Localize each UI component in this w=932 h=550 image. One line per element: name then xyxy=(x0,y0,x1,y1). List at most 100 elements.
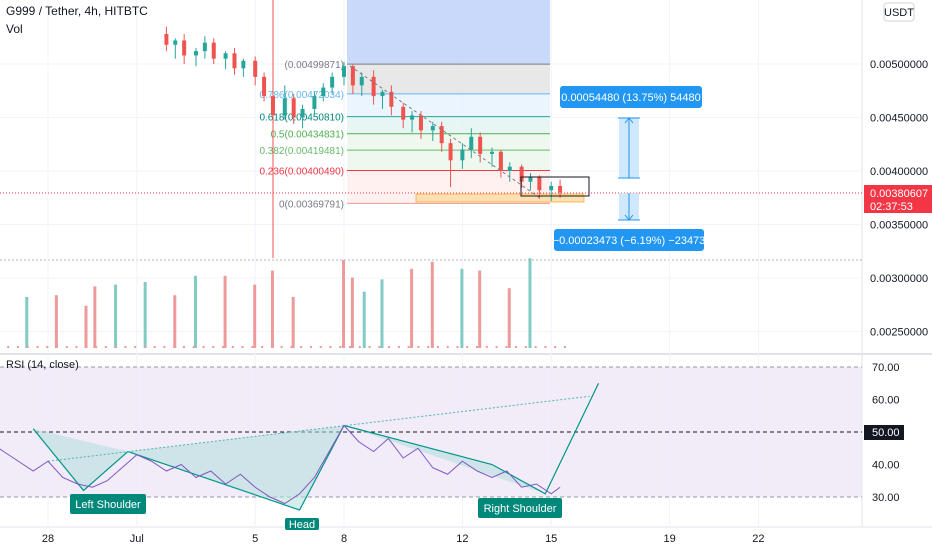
volume-bar xyxy=(291,296,295,348)
volume-bar-small xyxy=(485,346,488,348)
volume-bar-small xyxy=(378,346,381,348)
currency-badge-text: USDT xyxy=(884,7,914,19)
fib-level-label: 0.786(0.00472034) xyxy=(259,90,344,101)
volume-bar-small xyxy=(495,346,498,348)
candle-body xyxy=(498,151,503,171)
volume-bar xyxy=(350,277,354,348)
time-axis-label: 5 xyxy=(252,533,258,545)
volume-bar-small xyxy=(75,346,78,348)
measure-up-text: 0.00054480 (13.75%) 54480 xyxy=(561,92,700,104)
volume-bar-small xyxy=(26,346,29,348)
candle-body xyxy=(371,76,376,97)
candle-body xyxy=(401,106,406,120)
volume-bar-small xyxy=(36,346,39,348)
price-axis-label: 0.00400000 xyxy=(870,166,928,178)
volume-bar xyxy=(114,284,118,348)
candle-body xyxy=(549,185,554,191)
volume-bar-small xyxy=(368,346,371,348)
candle-body xyxy=(430,126,435,131)
fib-zone xyxy=(347,116,550,134)
volume-bars xyxy=(7,258,566,348)
volume-bar-small xyxy=(456,346,459,348)
volume-bar-small xyxy=(280,346,283,348)
volume-bar-small xyxy=(241,346,244,348)
price-axis[interactable]: 0.00500000 0.00450000 0.00400000 0.00350000… xyxy=(870,59,928,339)
time-axis-label: 28 xyxy=(42,533,54,545)
pattern-fill xyxy=(33,428,128,491)
candle-body xyxy=(460,149,465,161)
rsi-current-tag: 50.00 xyxy=(864,425,904,440)
volume-bar-small xyxy=(515,346,518,348)
candle-body xyxy=(270,96,275,116)
volume-bar xyxy=(528,258,532,348)
volume-bar-small xyxy=(329,346,332,348)
measure-down[interactable] xyxy=(618,193,640,221)
candle-body xyxy=(350,66,355,86)
left-shoulder-text: Left Shoulder xyxy=(75,499,141,511)
volume-bar-small xyxy=(270,346,273,348)
right-shoulder-text: Right Shoulder xyxy=(484,503,557,515)
currency-badge[interactable]: USDT xyxy=(883,2,915,22)
candle-body xyxy=(262,76,267,97)
time-axis-label: 15 xyxy=(545,533,557,545)
candle-body xyxy=(448,143,453,161)
volume-bar-small xyxy=(104,346,107,348)
price-axis-label: 0.00300000 xyxy=(870,273,928,285)
candle-body xyxy=(202,42,207,52)
time-axis-label: 19 xyxy=(663,533,675,545)
head-label[interactable]: Head xyxy=(285,518,319,531)
rsi-title[interactable]: RSI (14, close) xyxy=(6,359,79,371)
volume-bar-small xyxy=(261,346,264,348)
volume-bar-small xyxy=(251,346,254,348)
volume-bar-small xyxy=(319,346,322,348)
candle-body xyxy=(537,177,542,191)
candle-body xyxy=(418,115,423,131)
current-price-tag: 0.00380607 02:37:53 xyxy=(864,185,932,213)
measure-up-label: 0.00054480 (13.75%) 54480 xyxy=(560,86,702,108)
rsi-axis-label: 30.00 xyxy=(872,492,900,504)
price-box[interactable] xyxy=(520,176,590,197)
volume-bar-small xyxy=(182,346,185,348)
volume-bar xyxy=(478,270,482,348)
candle-body xyxy=(173,40,178,45)
candlesticks xyxy=(164,26,563,201)
rsi-line xyxy=(0,424,561,505)
volume-legend[interactable]: Vol xyxy=(6,22,23,36)
symbol-title[interactable]: G999 / Tether, 4h, HITBTC xyxy=(6,4,148,18)
volume-bar-small xyxy=(202,346,205,348)
fib-zone xyxy=(347,150,550,171)
time-axis-label: Jul xyxy=(130,533,144,545)
measure-up[interactable] xyxy=(618,117,640,179)
volume-bar xyxy=(194,275,197,348)
volume-bar xyxy=(270,270,274,348)
candle-body xyxy=(389,91,394,107)
volume-bar xyxy=(380,279,384,348)
volume-bar xyxy=(507,288,511,348)
volume-bar xyxy=(93,286,97,348)
volume-bar-small xyxy=(114,346,117,348)
fib-level-label: 0.382(0.00419481) xyxy=(259,146,344,157)
time-axis-label: 22 xyxy=(752,533,764,545)
volume-bar-small xyxy=(7,346,10,348)
left-shoulder-label[interactable]: Left Shoulder xyxy=(70,494,146,514)
candle-body xyxy=(291,98,296,118)
right-shoulder-label[interactable]: Right Shoulder xyxy=(478,498,562,518)
fibonacci-retracement[interactable]: (0.00499871) 0.786(0.00472034) 0.618(0.004… xyxy=(259,0,585,258)
time-axis[interactable]: 28 Jul 5 8 12 15 19 22 xyxy=(42,533,765,545)
volume-bar-small xyxy=(436,346,439,348)
volume-bar-small xyxy=(476,346,479,348)
rsi-axis[interactable]: 70.00 60.00 40.00 30.00 xyxy=(872,362,900,504)
fib-level-label: 0.618(0.00450810) xyxy=(259,113,344,124)
volume-bar-small xyxy=(95,346,98,348)
fib-trend-line xyxy=(349,65,541,199)
volume-bar-small xyxy=(349,346,352,348)
candle-body xyxy=(164,34,169,45)
volume-bar-small xyxy=(124,346,127,348)
candle-body xyxy=(410,115,415,120)
time-axis-label: 12 xyxy=(456,533,468,545)
measure-down-text: −0.00023473 (−6.19%) −23473 xyxy=(553,235,706,247)
candle-body xyxy=(182,40,187,56)
volume-bar-small xyxy=(16,346,19,348)
price-axis-label: 0.00500000 xyxy=(870,59,928,71)
